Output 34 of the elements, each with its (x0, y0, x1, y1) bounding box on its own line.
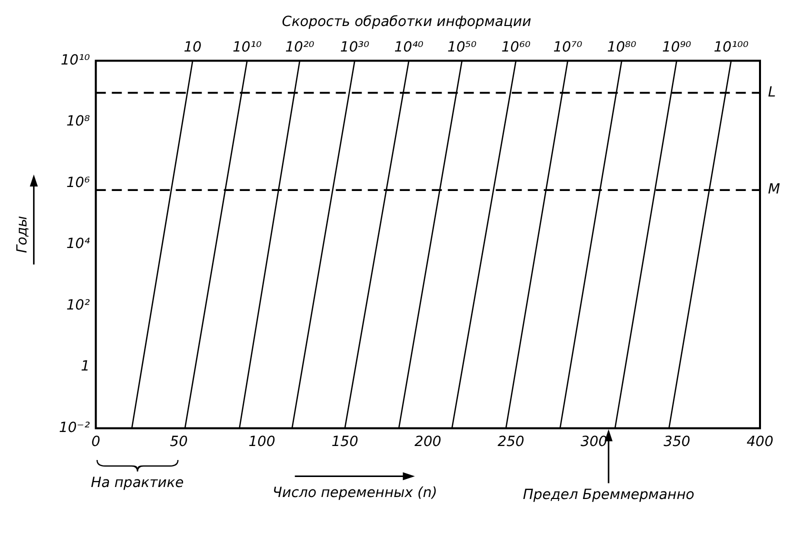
x-tick-label: 250 (498, 434, 524, 450)
y-tick-label: 10¹⁰ (60, 52, 90, 68)
series-label: 10¹⁰⁰ (714, 39, 749, 56)
text: Предел Бреммерманно (522, 486, 694, 503)
y-axis-title: Годы (14, 216, 30, 254)
y-tick-label: 10⁶ (66, 174, 90, 191)
x-axis-title: Число переменных (n) (272, 484, 438, 501)
series-label: 10¹⁰ (232, 39, 262, 56)
text: На практике (90, 474, 184, 491)
series-label: 10⁹⁰ (662, 39, 692, 56)
series-label: 10 (184, 39, 202, 56)
series-label: 10²⁰ (285, 39, 315, 56)
series-label: 10⁵⁰ (447, 39, 477, 56)
y-tick-label: 10⁴ (66, 236, 90, 252)
y-tick-label: 1 (80, 358, 90, 375)
series-label: 10⁶⁰ (501, 39, 531, 56)
x-tick-label: 400 (746, 434, 774, 450)
x-tick-label: 200 (414, 434, 442, 450)
y-tick-label: 10⁸ (66, 114, 90, 130)
ref-line-label: M (768, 182, 780, 198)
chart-title: Скорость обработки информации (282, 14, 532, 30)
ref-line-label: L (768, 84, 776, 100)
series-label: 10⁷⁰ (553, 39, 583, 56)
x-tick-label: 150 (332, 434, 358, 450)
y-tick-label: 10² (66, 297, 90, 314)
x-tick-label: 50 (170, 434, 188, 450)
x-tick-label: 100 (248, 434, 276, 450)
series-label: 10³⁰ (340, 39, 370, 56)
series-label: 10⁸⁰ (607, 39, 637, 56)
x-tick-label: 300 (580, 434, 608, 450)
x-tick-label: 350 (664, 434, 690, 450)
x-tick-label: 0 (91, 434, 100, 450)
y-tick-label: 10⁻² (58, 420, 90, 436)
series-label: 10⁴⁰ (394, 39, 424, 56)
